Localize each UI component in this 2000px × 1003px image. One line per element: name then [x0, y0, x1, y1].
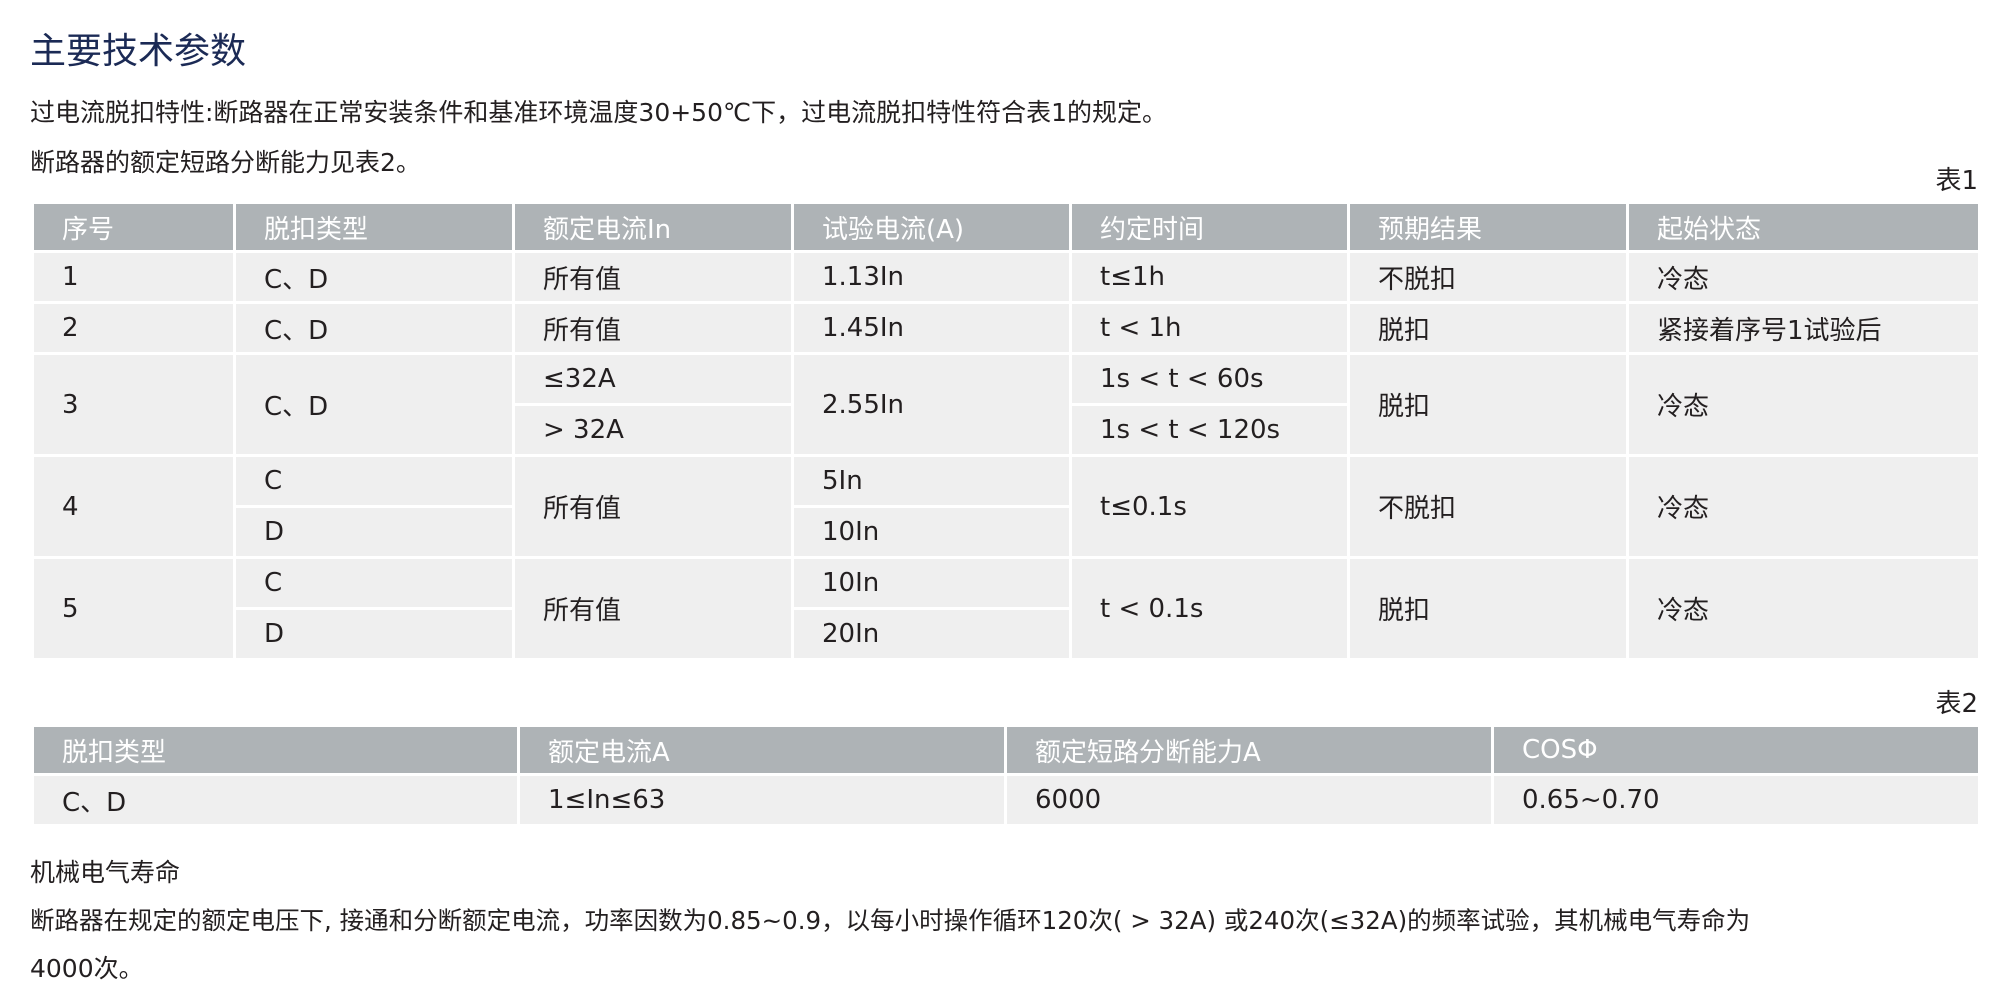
table-subrow: D 20In	[33, 607, 1980, 661]
intro-line-2: 断路器的额定短路分断能力见表2。	[30, 148, 421, 177]
cell: t < 0.1s	[1069, 556, 1350, 661]
table-header-row: 序号 脱扣类型 额定电流In 试验电流(A) 约定时间 预期结果 起始状态	[31, 201, 1981, 253]
cell: 1	[31, 250, 236, 304]
cell: 冷态	[1626, 454, 1981, 559]
header-cell: 脱扣类型	[233, 201, 515, 253]
cell: 冷态	[1626, 556, 1981, 661]
life-heading: 机械电气寿命	[30, 858, 181, 887]
cell: 1.45In	[791, 301, 1072, 355]
cell: 1.13In	[791, 250, 1072, 304]
cell: 不脱扣	[1347, 250, 1629, 304]
cell: C、D	[31, 773, 520, 827]
table-row: 4 C 所有值 5In t≤0.1s 不脱扣 冷态	[31, 454, 1981, 559]
breaking-capacity-table: 脱扣类型 额定电流A 额定短路分断能力A COSΦ C、D 1≤In≤63 60…	[31, 724, 1981, 827]
trip-characteristics-table: 序号 脱扣类型 额定电流In 试验电流(A) 约定时间 预期结果 起始状态 1 …	[31, 201, 1981, 661]
header-cell: 约定时间	[1069, 201, 1350, 253]
intro-line-1: 过电流脱扣特性:断路器在正常安装条件和基准环境温度30+50℃下，过电流脱扣特性…	[30, 98, 1167, 127]
cell: 所有值	[512, 250, 794, 304]
cell: > 32A	[512, 403, 794, 457]
table1-caption: 表1	[1935, 166, 1978, 196]
header-cell: 起始状态	[1626, 201, 1981, 253]
cell: 1≤In≤63	[517, 773, 1007, 827]
cell: 3	[31, 352, 236, 457]
cell: 2.55In	[791, 352, 1072, 457]
cell: C、D	[233, 301, 515, 355]
table-subrow: D 10In	[33, 505, 1980, 559]
header-cell: 预期结果	[1347, 201, 1629, 253]
cell: 紧接着序号1试验后	[1626, 301, 1981, 355]
cell: 5In	[791, 454, 1072, 508]
cell: 0.65~0.70	[1491, 773, 1981, 827]
cell: C、D	[233, 352, 515, 457]
cell: 所有值	[512, 556, 794, 661]
page-title: 主要技术参数	[30, 31, 247, 72]
life-line-1: 断路器在规定的额定电压下, 接通和分断额定电流，功率因数为0.85~0.9，以每…	[30, 906, 1751, 935]
cell: t≤0.1s	[1069, 454, 1350, 559]
cell: 1s < t < 60s	[1069, 352, 1350, 406]
cell: ≤32A	[512, 352, 794, 406]
cell: 脱扣	[1347, 352, 1629, 457]
header-cell: 序号	[31, 201, 236, 253]
cell: 冷态	[1626, 352, 1981, 457]
header-cell: 额定短路分断能力A	[1004, 724, 1494, 776]
cell: 不脱扣	[1347, 454, 1629, 559]
cell: 1s < t < 120s	[1069, 403, 1350, 457]
cell: t < 1h	[1069, 301, 1350, 355]
table-row: C、D 1≤In≤63 6000 0.65~0.70	[31, 773, 1981, 827]
cell: 5	[31, 556, 236, 661]
cell: 脱扣	[1347, 301, 1629, 355]
header-cell: 试验电流(A)	[791, 201, 1072, 253]
cell: D	[233, 505, 515, 559]
cell: 冷态	[1626, 250, 1981, 304]
table-row: 2 C、D 所有值 1.45In t < 1h 脱扣 紧接着序号1试验后	[31, 301, 1981, 355]
table2-caption: 表2	[1935, 689, 1978, 719]
cell: 脱扣	[1347, 556, 1629, 661]
cell: 20In	[791, 607, 1072, 661]
cell: D	[233, 607, 515, 661]
table-header-row: 脱扣类型 额定电流A 额定短路分断能力A COSΦ	[31, 724, 1981, 776]
cell: C	[233, 556, 515, 610]
life-line-2: 4000次。	[30, 954, 144, 983]
cell: C、D	[233, 250, 515, 304]
cell: 10In	[791, 556, 1072, 610]
table-subrow: > 32A 1s < t < 120s	[33, 403, 1980, 457]
cell: 10In	[791, 505, 1072, 559]
table-row: 5 C 所有值 10In t < 0.1s 脱扣 冷态	[31, 556, 1981, 661]
cell: 所有值	[512, 454, 794, 559]
cell: 所有值	[512, 301, 794, 355]
cell: 4	[31, 454, 236, 559]
header-cell: 额定电流In	[512, 201, 794, 253]
cell: C	[233, 454, 515, 508]
cell: t≤1h	[1069, 250, 1350, 304]
cell: 2	[31, 301, 236, 355]
table-row: 1 C、D 所有值 1.13In t≤1h 不脱扣 冷态	[31, 250, 1981, 304]
header-cell: 脱扣类型	[31, 724, 520, 776]
table-row: 3 C、D ≤32A 2.55In 1s < t < 60s 脱扣 冷态	[31, 352, 1981, 457]
header-cell: 额定电流A	[517, 724, 1007, 776]
header-cell: COSΦ	[1491, 724, 1981, 776]
cell: 6000	[1004, 773, 1494, 827]
